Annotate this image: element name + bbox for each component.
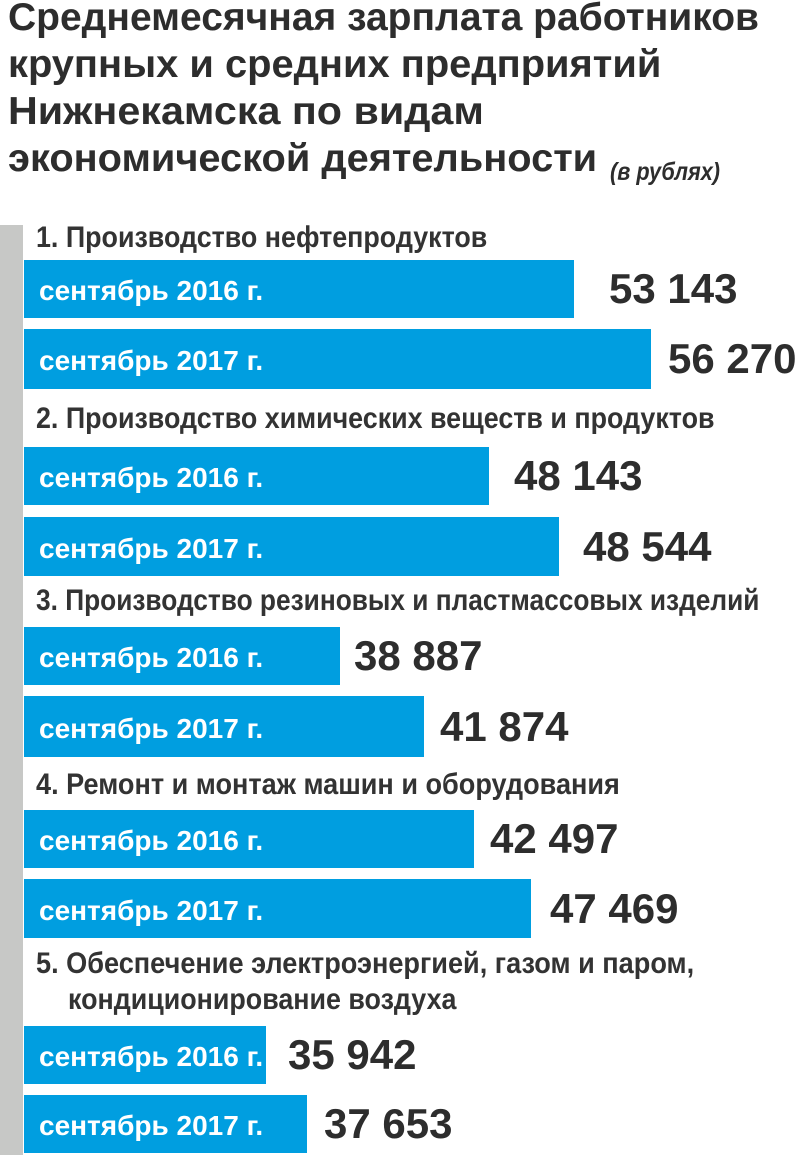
- bar-label: сентябрь 2016 г.: [39, 275, 264, 306]
- bar-2016: сентябрь 2016 г.: [24, 627, 340, 685]
- bar-label: сентябрь 2017 г.: [39, 532, 264, 564]
- bar-row-1-2017: сентябрь 2017 г. 56 270: [24, 329, 800, 389]
- bar-value: 35 942: [288, 1031, 417, 1078]
- category-heading-1: 1. Производство нефтепродуктов: [36, 220, 796, 256]
- bar-value: 48 143: [514, 452, 643, 499]
- bar-row-1-2016: сентябрь 2016 г. 53 143: [24, 260, 800, 318]
- category-heading-3-text: 3. Производство резиновых и пластмассовы…: [36, 584, 760, 617]
- bar-2016: сентябрь 2016 г.: [24, 260, 574, 318]
- bar-value: 53 143: [609, 265, 738, 312]
- bar-value: 41 874: [440, 702, 569, 750]
- bar-row-5-2016: сентябрь 2016 г. 35 942: [24, 1026, 800, 1084]
- bar-2017: сентябрь 2017 г.: [24, 696, 424, 757]
- bar-value: 38 887: [354, 632, 483, 679]
- bar-value: 47 469: [550, 884, 679, 932]
- title-line-2-text: крупных и средних предприятий: [8, 43, 662, 86]
- bar-row-2-2016: сентябрь 2016 г. 48 143: [24, 447, 800, 505]
- title-line-1-text: Среднемесячная зарплата работников: [8, 0, 760, 39]
- title-line-2: крупных и средних предприятий: [8, 41, 798, 88]
- unit-note: (в рублях): [610, 158, 720, 186]
- title-line-3: Нижнекамска по видам: [8, 88, 798, 135]
- bar-row-2-2017: сентябрь 2017 г. 48 544: [24, 517, 800, 576]
- bar-row-4-2017: сентябрь 2017 г. 47 469: [24, 879, 800, 938]
- bar-label: сентябрь 2016 г.: [39, 1041, 264, 1072]
- bar-label: сентябрь 2016 г.: [39, 462, 264, 493]
- bar-2017: сентябрь 2017 г.: [24, 517, 559, 576]
- category-heading-1-text: 1. Производство нефтепродуктов: [36, 221, 488, 254]
- bar-2017: сентябрь 2017 г.: [24, 329, 651, 389]
- bar-label: сентябрь 2016 г.: [39, 642, 264, 673]
- bar-value: 48 544: [583, 522, 712, 570]
- bar-2016: сентябрь 2016 г.: [24, 447, 489, 505]
- category-heading-4: 4. Ремонт и монтаж машин и оборудования: [36, 767, 796, 803]
- chart-title: Среднемесячная зарплата работников крупн…: [8, 0, 798, 186]
- category-heading-2-text: 2. Производство химических веществ и про…: [36, 402, 715, 435]
- bar-label: сентябрь 2016 г.: [39, 825, 264, 856]
- bar-2016: сентябрь 2016 г.: [24, 1026, 266, 1084]
- bar-2017: сентябрь 2017 г.: [24, 1095, 307, 1153]
- category-heading-5-line2-text: кондиционирование воздуха: [68, 983, 457, 1016]
- bar-value: 37 653: [324, 1100, 453, 1147]
- left-accent-stripe: [0, 225, 23, 1155]
- category-heading-5-line1-text: 5. Обеспечение электроэнергией, газом и …: [36, 947, 695, 980]
- bar-row-4-2016: сентябрь 2016 г. 42 497: [24, 810, 800, 868]
- title-line-4: экономической деятельности (в рублях): [8, 135, 798, 186]
- bar-row-3-2016: сентябрь 2016 г. 38 887: [24, 627, 800, 685]
- bar-label: сентябрь 2017 г.: [39, 894, 264, 926]
- bar-label: сентябрь 2017 г.: [39, 345, 264, 376]
- bar-2016: сентябрь 2016 г.: [24, 810, 474, 868]
- category-heading-5: 5. Обеспечение электроэнергией, газом и …: [36, 946, 796, 1018]
- bar-label: сентябрь 2017 г.: [39, 1110, 264, 1141]
- title-line-4-text: экономической деятельности: [8, 137, 598, 180]
- bar-row-5-2017: сентябрь 2017 г. 37 653: [24, 1095, 800, 1153]
- bar-2017: сентябрь 2017 г.: [24, 879, 531, 938]
- title-line-1: Среднемесячная зарплата работников: [8, 0, 798, 41]
- category-heading-3: 3. Производство резиновых и пластмассовы…: [36, 583, 796, 619]
- category-heading-4-text: 4. Ремонт и монтаж машин и оборудования: [36, 768, 620, 801]
- title-line-3-text: Нижнекамска по видам: [8, 90, 484, 133]
- category-heading-2: 2. Производство химических веществ и про…: [36, 401, 796, 437]
- bar-label: сентябрь 2017 г.: [39, 712, 264, 744]
- bar-row-3-2017: сентябрь 2017 г. 41 874: [24, 696, 800, 757]
- bar-value: 42 497: [490, 815, 619, 862]
- bar-value: 56 270: [668, 335, 797, 382]
